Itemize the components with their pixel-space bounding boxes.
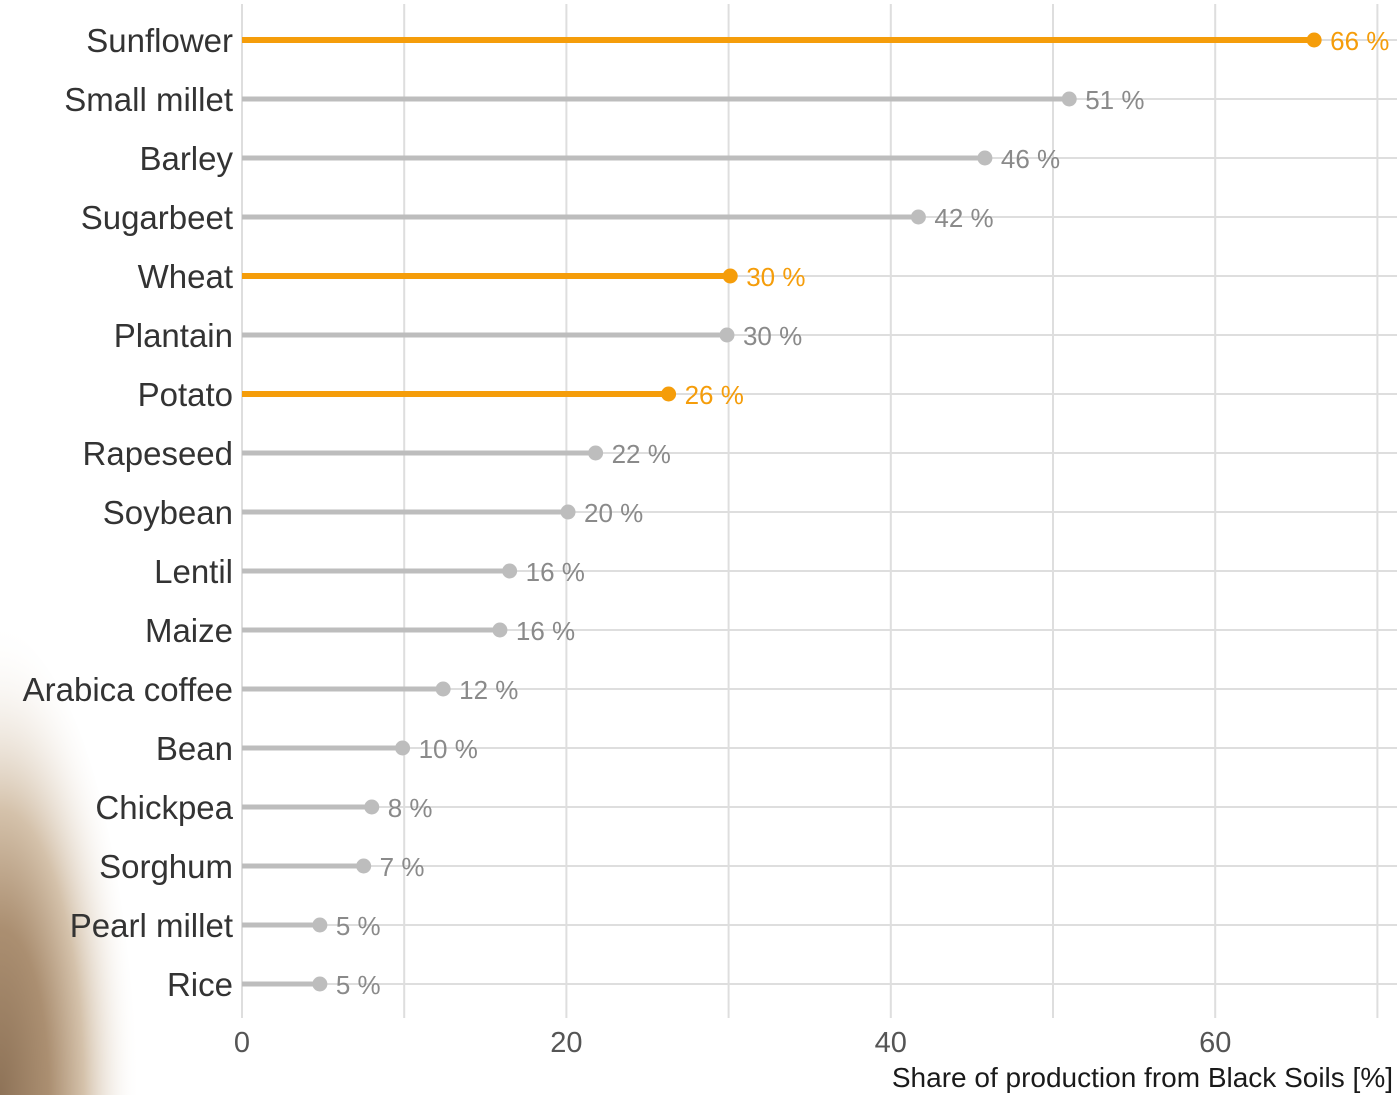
data-value-label: 30 % — [743, 321, 802, 351]
data-value-label: 10 % — [419, 734, 478, 764]
lollipop-point — [722, 268, 738, 284]
lollipop-point — [364, 799, 380, 815]
data-value-label: 16 % — [516, 616, 575, 646]
x-axis-tick-labels: 0 20 40 60 — [234, 1027, 1231, 1059]
lollipop-point — [1306, 32, 1322, 48]
lollipop-point — [719, 327, 735, 343]
lollipop-point — [435, 681, 451, 697]
x-tick-label: 40 — [875, 1027, 907, 1059]
category-label: Bean — [156, 730, 233, 767]
value-labels: 66 % 51 % 46 % 42 % 30 % 30 % 26 % 22 % 20 % 16 %… — [336, 26, 1390, 1000]
lollipop-point — [977, 150, 993, 166]
category-label: Rice — [167, 966, 233, 1003]
lollipop-point — [395, 740, 411, 756]
category-label: Small millet — [64, 81, 233, 118]
data-value-label: 42 % — [934, 203, 993, 233]
lollipop-point — [661, 386, 677, 402]
category-label: Chickpea — [95, 789, 233, 826]
data-value-label: 20 % — [584, 498, 643, 528]
lollipop-point — [560, 504, 576, 520]
data-value-label: 5 % — [336, 911, 381, 941]
data-value-label: 46 % — [1001, 144, 1060, 174]
data-value-label: 7 % — [380, 852, 425, 882]
category-label: Barley — [139, 140, 233, 177]
data-value-label: 12 % — [459, 675, 518, 705]
lollipop-point — [312, 917, 328, 933]
category-label: Soybean — [103, 494, 233, 531]
lollipop-point — [356, 858, 372, 874]
lollipop-point — [502, 563, 518, 579]
data-value-label: 22 % — [612, 439, 671, 469]
background-photo-corner — [0, 620, 140, 1095]
lollipop-point — [492, 622, 508, 638]
lollipop-point — [910, 209, 926, 225]
category-labels: Sunflower Small millet Barley Sugarbeet Whea… — [23, 22, 234, 1003]
lollipop-point — [312, 976, 328, 992]
x-axis-title: Share of production from Black Soils [%] — [892, 1062, 1393, 1093]
category-label: Potato — [138, 376, 233, 413]
lollipop-point — [1061, 91, 1077, 107]
x-tick-label: 20 — [550, 1027, 582, 1059]
x-tick-label: 0 — [234, 1027, 250, 1059]
x-tick-label: 60 — [1199, 1027, 1231, 1059]
category-label: Arabica coffee — [23, 671, 233, 708]
category-label: Sugarbeet — [81, 199, 233, 236]
category-label: Lentil — [154, 553, 233, 590]
category-label: Wheat — [138, 258, 233, 295]
data-value-label: 51 % — [1085, 85, 1144, 115]
data-value-label: 16 % — [526, 557, 585, 587]
category-label: Maize — [145, 612, 233, 649]
data-value-label: 8 % — [388, 793, 433, 823]
category-label: Sorghum — [99, 848, 233, 885]
data-value-label: 26 % — [685, 380, 744, 410]
lollipop-point — [588, 445, 604, 461]
category-label: Rapeseed — [83, 435, 233, 472]
data-value-label: 5 % — [336, 970, 381, 1000]
data-value-label: 66 % — [1330, 26, 1389, 56]
data-value-label: 30 % — [746, 262, 805, 292]
category-label: Sunflower — [86, 22, 233, 59]
chart-marks — [242, 32, 1322, 992]
category-label: Pearl millet — [70, 907, 233, 944]
category-label: Plantain — [114, 317, 233, 354]
